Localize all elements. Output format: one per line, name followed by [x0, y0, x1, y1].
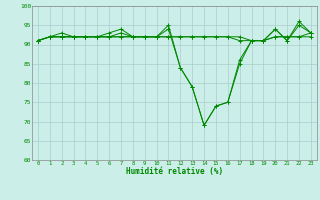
X-axis label: Humidité relative (%): Humidité relative (%) [126, 167, 223, 176]
